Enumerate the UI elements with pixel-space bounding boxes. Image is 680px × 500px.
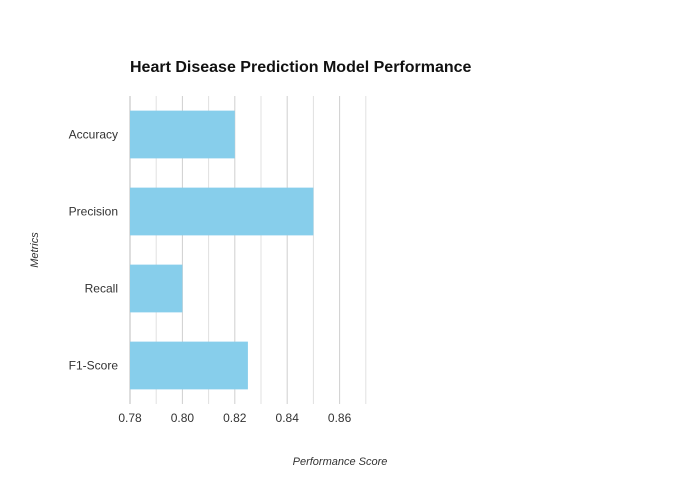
x-axis-label: Performance Score [293,456,388,468]
y-tick-label: Precision [69,205,118,219]
y-tick-label: Recall [85,282,118,296]
y-tick-label: F1-Score [69,359,119,373]
x-tick-label: 0.80 [171,411,195,425]
x-tick-label: 0.82 [223,411,247,425]
bar-f1-score [130,341,248,390]
y-axis-label: Metrics [29,232,41,268]
bar-accuracy [130,110,235,159]
bar-recall [130,264,183,313]
x-tick-label: 0.84 [276,411,300,425]
y-tick-label: Accuracy [69,128,118,142]
chart-title: Heart Disease Prediction Model Performan… [130,59,472,76]
x-tick-label: 0.86 [328,411,352,425]
x-tick-label: 0.78 [118,411,142,425]
bar-precision [130,187,314,236]
x-tick-labels: 0.78 0.80 0.82 0.84 0.86 [118,411,351,425]
bars [130,110,314,390]
y-tick-labels: Accuracy Precision Recall F1-Score [69,128,119,373]
